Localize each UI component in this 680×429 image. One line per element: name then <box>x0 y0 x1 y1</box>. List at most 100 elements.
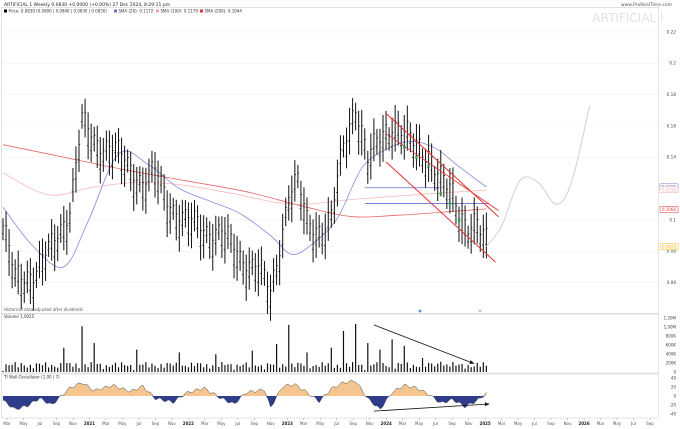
price-tick-label: 0.18 <box>667 92 677 97</box>
time-tick-label: 2025 <box>480 421 491 426</box>
legend-sma20-label: SMA (20): 0.1172 <box>119 9 154 14</box>
time-tick-label: 2021 <box>84 421 95 426</box>
price-badge-label: 0.1192 <box>662 187 676 192</box>
volume-tick-label: 1,20M <box>664 316 677 321</box>
panel-frames <box>1 7 659 419</box>
oscillator-trend-arrow <box>484 402 490 407</box>
volume-tick-label: 200K <box>666 361 677 366</box>
legend-price-label: Price: 0.0830 (0.0800 | 0.0840 | 0.0830 … <box>9 9 108 14</box>
footnote: Historical data adjusted after dividends <box>4 307 83 312</box>
time-tick-label: May <box>316 421 325 426</box>
price-badge <box>659 186 679 194</box>
signal-markers <box>390 117 461 223</box>
sell-marker <box>390 117 394 121</box>
site-url: www.ProRealTime.com <box>621 2 672 8</box>
legend-swatch-sma200 <box>200 9 203 13</box>
legend-sma200-label: SMA (200): 0.1044 <box>205 9 243 14</box>
price-tick-label: 0.1 <box>669 217 676 222</box>
time-tick-label: May <box>415 421 424 426</box>
oscillator-panel-frame <box>1 373 659 419</box>
time-tick-label: Jul <box>432 421 438 426</box>
volume-tick-label: 0 <box>673 370 676 375</box>
time-tick-label: 2026 <box>578 421 589 426</box>
time-tick-label: Sep <box>53 421 61 426</box>
price-tick-label: 0.22 <box>667 29 677 34</box>
price-tick-label: 0.08 <box>667 249 677 254</box>
time-tick-label: Mar <box>498 421 506 426</box>
price-gridlines <box>2 31 658 283</box>
time-tick-label: Nov <box>168 421 176 426</box>
volume-panel: Volume 1,0025 <box>2 314 487 372</box>
price-tick-label: 0.2 <box>669 61 676 66</box>
signal-marker <box>439 192 442 196</box>
time-tick-label: May <box>118 421 127 426</box>
time-tick-label: May <box>217 421 226 426</box>
time-tick-label: Nov <box>465 421 473 426</box>
price-tick-label: 0.06 <box>667 280 677 285</box>
channel-lower-line <box>385 161 496 263</box>
time-tick-label: Mar <box>300 421 308 426</box>
time-tick-label: Mar <box>399 421 407 426</box>
price-tick-label: 0.16 <box>667 123 677 128</box>
volume-tick-label: 400K <box>666 352 677 357</box>
oscillator-trend-line <box>373 403 490 412</box>
price-badge <box>659 243 679 251</box>
oscillator-panel: TI Wall Osciallator (1.00 | 7) <box>3 375 490 412</box>
oscillator-tick-label: 40 <box>671 376 677 381</box>
volume-bars <box>2 323 487 372</box>
oscillator-negative-area <box>3 396 487 410</box>
time-tick-label: 2024 <box>381 421 392 426</box>
oscillator-positive-area <box>3 380 487 396</box>
time-tick-label: Jul <box>37 421 43 426</box>
time-tick-label: Sep <box>547 421 555 426</box>
projection-path <box>485 105 591 247</box>
oscillator-tick-label: -40 <box>669 412 676 417</box>
time-tick-label: Mar <box>102 421 110 426</box>
time-tick-label: May <box>613 421 622 426</box>
event-marker <box>478 309 482 313</box>
price-badge-label: 0.1066 <box>662 207 676 212</box>
time-tick-label: Nov <box>267 421 275 426</box>
indicator-legend: Price: 0.0830 (0.0800 | 0.0840 | 0.0830 … <box>4 9 242 14</box>
oscillator-line <box>3 379 487 410</box>
oscillator-axis: 40 20 0 -20 -40 <box>669 376 676 417</box>
time-tick-label: Sep <box>646 421 654 426</box>
time-tick-label: Mar <box>597 421 605 426</box>
time-tick-label: 2022 <box>183 421 194 426</box>
volume-tick-label: 1,00M <box>664 325 677 330</box>
time-tick-label: Nov <box>69 421 77 426</box>
signal-marker <box>415 155 418 159</box>
price-badge <box>659 206 679 213</box>
volume-trend-arrow <box>469 360 475 364</box>
time-tick-label: Sep <box>251 421 259 426</box>
time-tick-label: Jul <box>234 421 240 426</box>
sma-100-line <box>2 172 487 205</box>
volume-trend-line <box>373 324 475 364</box>
sell-marker <box>408 134 412 138</box>
legend-swatch-sma20 <box>114 9 117 13</box>
signal-marker <box>427 164 430 168</box>
channel-upper-line <box>385 113 499 218</box>
time-tick-label: May <box>514 421 523 426</box>
time-tick-label: Nov <box>564 421 572 426</box>
watermark: ARTIFICIAL I <box>592 11 663 25</box>
chart-title: ARTIFICIAL 1 Weekly 0.0830 +0.0000 (+0.0… <box>4 2 170 8</box>
legend-sma100-label: SMA (100): 0.1179 <box>161 9 199 14</box>
sell-marker <box>427 151 431 155</box>
price-axis: 0.22 0.2 0.18 0.16 0.14 0.1 0.08 0.06 <box>667 29 677 285</box>
price-panel: Historical data adjusted after dividends <box>1 31 658 321</box>
time-tick-label: Mar <box>201 421 209 426</box>
volume-tick-label: 600K <box>666 343 677 348</box>
time-tick-label: 2023 <box>282 421 293 426</box>
volume-tick-label: 800K <box>666 334 677 339</box>
time-tick-label: Nov <box>366 421 374 426</box>
legend-swatch-sma100 <box>156 9 159 13</box>
channel-middle-line <box>385 133 499 211</box>
time-tick-label: May <box>19 421 28 426</box>
oscillator-tick-label: 0 <box>673 394 676 399</box>
price-badge-label: 0.0828 <box>662 244 676 249</box>
signal-marker <box>448 201 452 205</box>
legend-swatch-price <box>4 9 7 13</box>
